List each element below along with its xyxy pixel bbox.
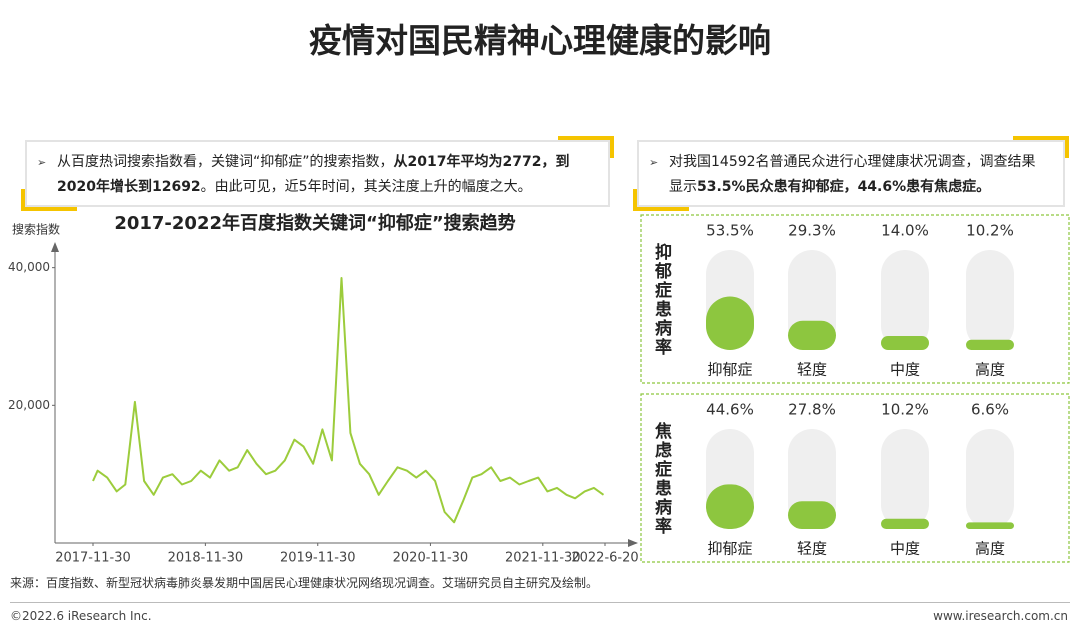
note-text: 从百度热词搜索指数看，关键词“抑郁症”的搜索指数， [57,154,394,170]
line-series [92,277,605,524]
track [966,250,1014,350]
note-text: 。由此可见，近5年时间，其关注度上升的幅度之大。 [200,179,532,195]
bar [966,522,1014,529]
value-label: 27.8% [788,401,836,419]
panel-label: 焦虑症患病率 [651,421,673,536]
x-tick-label: 2022-6-20 [571,551,638,566]
note-text: 对我国14592名普通民众进行心理健康状况调查，调查结果显示 [669,154,1036,195]
y-axis-arrow [51,242,59,252]
x-tick-label: 2018-11-30 [168,551,244,566]
bar [881,518,929,529]
panel [640,214,1070,384]
bar [706,484,754,529]
x-axis-arrow [628,539,638,547]
y-tick-label: 40,000 [8,260,50,274]
panel-label: 抑郁症患病率 [651,242,673,357]
x-tick-label: 2019-11-30 [280,551,356,566]
y-tick-label: 20,000 [8,398,50,412]
category-label: 抑郁症 [707,361,752,379]
value-label: 10.2% [966,222,1014,240]
bar [881,336,929,350]
page-title: 疫情对国民精神心理健康的影响 [309,21,771,60]
track [881,429,929,529]
track [966,429,1014,529]
category-label: 轻度 [797,361,827,379]
x-tick-label: 2017-11-30 [55,551,131,566]
note-text: 53.5%民众患有抑郁症，44.6%患有焦虑症。 [697,179,991,195]
category-label: 轻度 [797,540,827,558]
category-label: 高度 [975,540,1005,558]
category-label: 中度 [890,361,920,379]
value-label: 29.3% [788,222,836,240]
category-label: 中度 [890,540,920,558]
note: 从百度热词搜索指数看，关键词“抑郁症”的搜索指数，从2017年平均为2772，到… [21,136,614,211]
note-text: 从2017年平均为2772，到2020年增长到12692 [57,154,570,195]
y-axis-label: 搜索指数 [12,222,60,237]
panel [640,393,1070,563]
copyright: ©2022.6 iResearch Inc. [10,609,152,623]
chart-title: 2017-2022年百度指数关键词“抑郁症”搜索趋势 [114,212,515,234]
track [881,250,929,350]
website: www.iresearch.com.cn [933,609,1068,623]
value-label: 44.6% [706,401,754,419]
value-label: 10.2% [881,401,929,419]
value-label: 53.5% [706,222,754,240]
category-label: 高度 [975,361,1005,379]
bar [788,320,836,350]
value-label: 14.0% [881,222,929,240]
x-tick-label: 2021-11-30 [505,551,581,566]
bar [966,339,1014,350]
value-label: 6.6% [971,401,1009,419]
bar [788,501,836,529]
bar [706,296,754,350]
note: 对我国14592名普通民众进行心理健康状况调查，调查结果显示53.5%民众患有抑… [633,136,1069,211]
source: 来源：百度指数、新型冠状病毒肺炎暴发期中国居民心理健康状况网络现况调查。艾瑞研究… [10,576,599,590]
category-label: 抑郁症 [707,540,752,558]
x-tick-label: 2020-11-30 [393,551,469,566]
